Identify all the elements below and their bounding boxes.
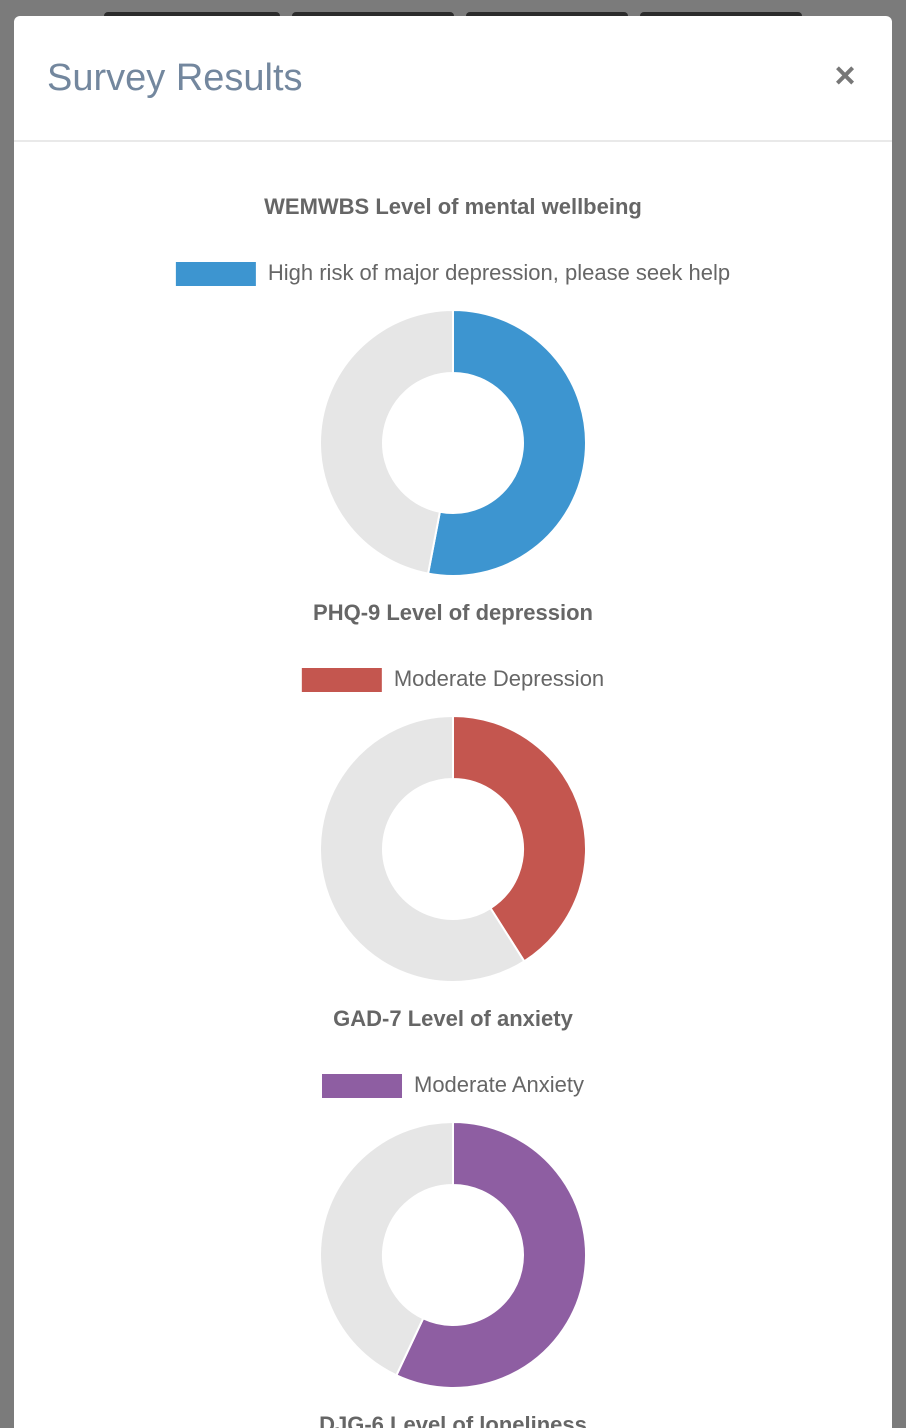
donut-slice [452,714,587,963]
chart-title: DJG-6 Level of loneliness [319,1412,587,1428]
chart-title: GAD-7 Level of anxiety [333,1006,573,1031]
chart-title: PHQ-9 Level of depression [313,600,593,625]
donut-slice [319,308,454,575]
legend-swatch [322,1074,403,1098]
donut-slice [319,1120,454,1377]
modal-title: Survey Results [47,57,303,99]
donut-slice [319,714,526,983]
donut-slice [395,1120,588,1389]
donut-slice [426,308,587,577]
chart-title: WEMWBS Level of mental wellbeing [264,194,642,219]
legend-swatch [301,668,382,692]
legend-label: Moderate Depression [394,666,604,691]
close-button[interactable]: × [834,55,855,96]
legend-label: Moderate Anxiety [414,1072,584,1097]
legend-swatch [175,262,256,286]
legend-label: High risk of major depression, please se… [268,260,730,285]
